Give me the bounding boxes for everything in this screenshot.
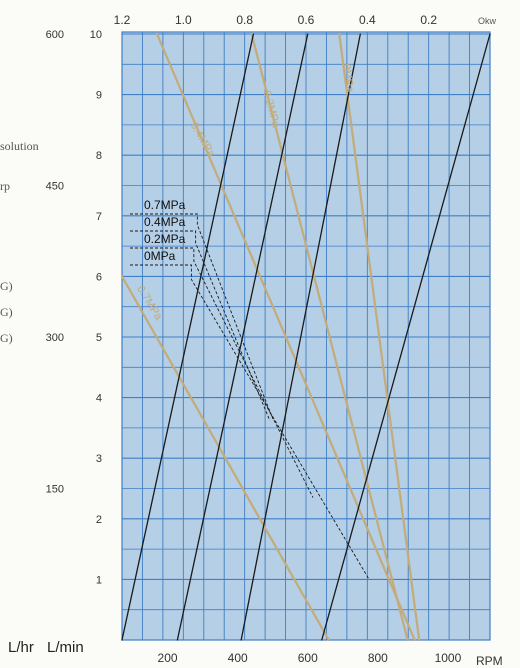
legend-label-0MPa: 0MPa: [144, 249, 176, 263]
lhr-tick-label: 300: [46, 332, 64, 344]
flow-line-0.7MPa: [121, 33, 255, 641]
power-label-0MPa: 0MPa: [340, 63, 356, 94]
lmin-tick-label: 7: [96, 211, 102, 223]
lmin-tick-label: 1: [96, 574, 102, 586]
lhr-tick-label: 450: [46, 181, 64, 193]
kw-tick-label: 1.2: [114, 13, 131, 27]
rpm-tick-label: 400: [228, 651, 248, 665]
cut-label: rp: [0, 179, 10, 193]
lhr-unit-label: L/hr: [8, 639, 34, 656]
legend-label-0.2MPa: 0.2MPa: [144, 232, 186, 246]
lmin-tick-label: 8: [96, 150, 102, 162]
lmin-tick-label: 9: [96, 90, 102, 102]
kw-unit-label: Okw: [478, 16, 497, 26]
grid: [122, 32, 490, 640]
cut-label: G): [0, 279, 13, 293]
lmin-tick-label: 5: [96, 332, 102, 344]
lmin-tick-label: 4: [96, 393, 102, 405]
cut-label: G): [0, 331, 13, 345]
cut-label: solution: [0, 139, 39, 153]
flow-line-0.2MPa: [240, 33, 361, 641]
leader-line-0.4MPa: [130, 230, 271, 421]
rpm-tick-label: 800: [368, 651, 388, 665]
power-line-0.2MPa: [250, 32, 409, 642]
lmin-tick-label: 6: [96, 271, 102, 283]
kw-tick-label: 0.8: [236, 13, 253, 27]
leader-line-0.7MPa: [130, 213, 274, 419]
lmin-tick-label: 10: [90, 29, 102, 41]
series-lines: [120, 32, 491, 642]
power-line-0.7MPa: [120, 275, 330, 642]
rpm-tick-label: 200: [158, 651, 178, 665]
lhr-tick-label: 150: [46, 484, 64, 496]
legend-label-0.4MPa: 0.4MPa: [144, 215, 186, 229]
legend-label-0.7MPa: 0.7MPa: [144, 198, 186, 212]
leader-line-0MPa: [130, 264, 370, 580]
flow-line-0MPa: [321, 33, 491, 641]
lmin-unit-label: L/min: [47, 639, 84, 656]
kw-tick-label: 0.2: [420, 13, 437, 27]
rpm-tick-label: 600: [298, 651, 318, 665]
flow-line-0.4MPa: [176, 33, 309, 641]
kw-tick-label: 0.6: [298, 13, 315, 27]
lmin-tick-label: 3: [96, 453, 102, 465]
cut-label: G): [0, 305, 13, 319]
kw-tick-label: 1.0: [175, 13, 192, 27]
chart-labels: 0.7MPa0.4MPa0.2MPa0MPa0.4MPa0.2MPa0MPa0.…: [0, 13, 462, 665]
power-line-0.4MPa: [155, 32, 416, 642]
kw-tick-label: 0.4: [359, 13, 376, 27]
power-line-0MPa: [338, 32, 421, 642]
lhr-tick-label: 600: [46, 29, 64, 41]
rpm-unit-label: RPM: [476, 654, 503, 668]
lmin-tick-label: 2: [96, 514, 102, 526]
rpm-tick-label: 1000: [435, 651, 462, 665]
leader-line-0.2MPa: [130, 247, 314, 498]
